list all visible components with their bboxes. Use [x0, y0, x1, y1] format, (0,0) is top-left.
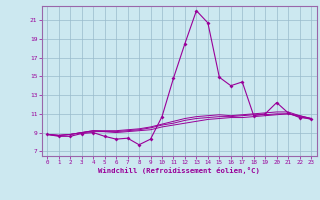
X-axis label: Windchill (Refroidissement éolien,°C): Windchill (Refroidissement éolien,°C) [98, 167, 260, 174]
